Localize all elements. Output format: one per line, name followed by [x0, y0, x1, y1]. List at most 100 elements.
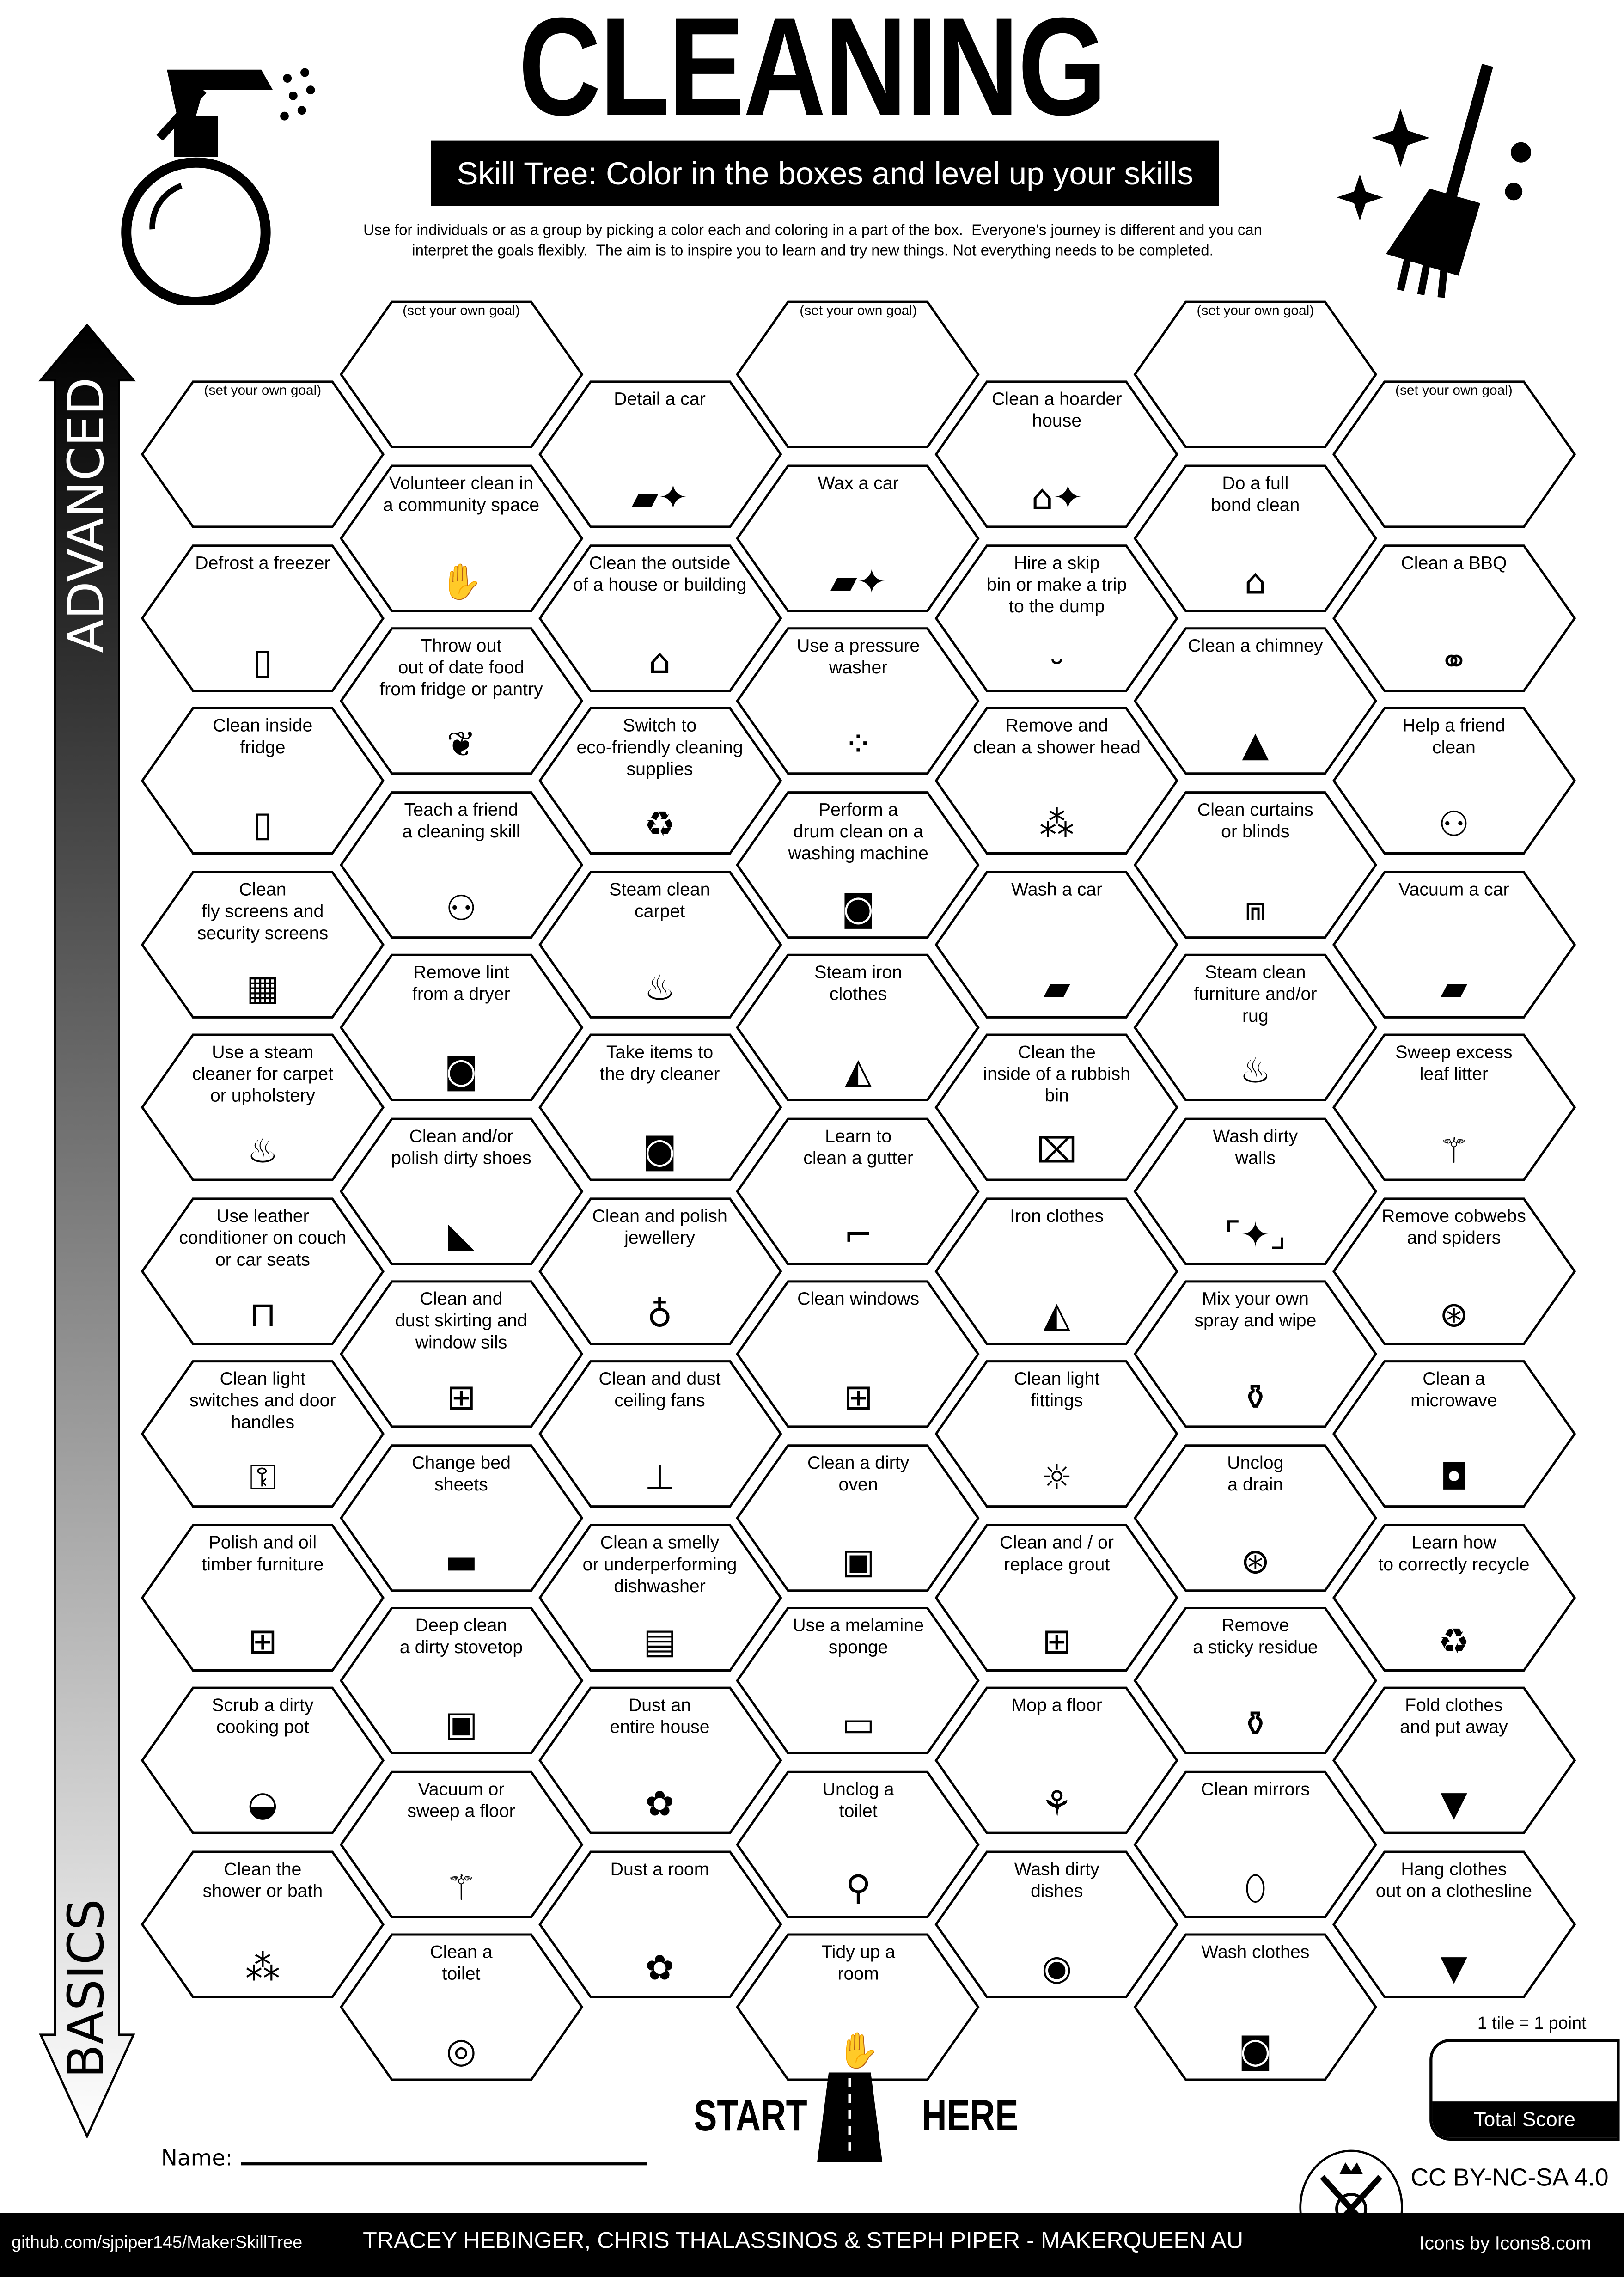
total-score-box[interactable]: Total Score — [1429, 2039, 1620, 2141]
skill-tile[interactable]: Hang clothes out on a clothesline ▼ — [1332, 1850, 1576, 1997]
skill-tile[interactable]: Clean mirrors ⬯ — [1133, 1770, 1378, 1918]
skill-tile[interactable]: Dust an entire house ✿ — [537, 1686, 782, 1834]
skill-tile[interactable]: Polish and oil timber furniture ⊞ — [140, 1523, 385, 1671]
car-sparkle-icon: ▰✦ — [631, 477, 688, 519]
custom-goal-tile[interactable]: (set your own goal) — [1332, 380, 1576, 528]
skill-tile[interactable]: Defrost a freezer ▯ — [140, 543, 385, 691]
custom-goal-tile[interactable]: (set your own goal) — [1133, 300, 1378, 448]
skill-tile[interactable]: Use a pressure washer ⁘ — [736, 627, 980, 775]
skill-tile[interactable]: Use leather conditioner on couch or car … — [140, 1196, 385, 1344]
skill-tile[interactable]: Scrub a dirty cooking pot ◒ — [140, 1686, 385, 1834]
custom-goal-tile[interactable]: (set your own goal) — [339, 300, 583, 448]
hex-outline — [935, 543, 1179, 691]
tile-label: Hang clothes out on a clothesline — [1375, 1858, 1532, 1901]
skill-tile[interactable]: Sweep excess leaf litter ⚚ — [1332, 1033, 1576, 1181]
repo-link[interactable]: github.com/sjpiper145/MakerSkillTree — [12, 2232, 303, 2253]
skill-tile[interactable]: Wash dirty walls ⌜✦⌟ — [1133, 1117, 1378, 1265]
skill-tile[interactable]: Clean and polish jewellery ♁ — [537, 1196, 782, 1344]
teaching-icon: ⚇ — [1438, 804, 1470, 845]
tile-label: Do a full bond clean — [1211, 472, 1300, 515]
skill-tile[interactable]: Clean the outside of a house or building… — [537, 543, 782, 691]
skill-tile[interactable]: Clean curtains or blinds ⩎ — [1133, 790, 1378, 938]
name-field[interactable]: Name: — [161, 2145, 648, 2171]
skill-tile[interactable]: Clean windows ⊞ — [736, 1280, 980, 1428]
custom-goal-tile[interactable]: (set your own goal) — [736, 300, 980, 448]
skill-tile[interactable]: Learn to clean a gutter ⌐ — [736, 1117, 980, 1265]
car-icon: ▰ — [1440, 967, 1467, 1008]
skill-tile[interactable]: Use a melamine sponge ▭ — [736, 1606, 980, 1754]
skill-tile[interactable]: Deep clean a dirty stovetop ▣ — [339, 1606, 583, 1754]
skill-tile[interactable]: Mix your own spray and wipe ⚱ — [1133, 1280, 1378, 1428]
skill-tile[interactable]: Fold clothes and put away ▼ — [1332, 1686, 1576, 1834]
skill-tile[interactable]: Clean the shower or bath ⁂ — [140, 1850, 385, 1997]
skill-tile[interactable]: Clean the inside of a rubbish bin ⌧ — [935, 1033, 1179, 1181]
hex-outline — [1332, 870, 1576, 1018]
skill-tile[interactable]: Switch to eco-friendly cleaning supplies… — [537, 707, 782, 855]
skill-tile[interactable]: Unclog a toilet ⚲ — [736, 1770, 980, 1918]
skill-tile[interactable]: Mop a floor ⚘ — [935, 1686, 1179, 1834]
skill-tile[interactable]: Clean a smelly or underperforming dishwa… — [537, 1523, 782, 1671]
skill-tile[interactable]: Remove cobwebs and spiders ⊛ — [1332, 1196, 1576, 1344]
skill-tile[interactable]: Clean light fittings ☼ — [935, 1360, 1179, 1508]
skill-tile[interactable]: Clean a microwave ◘ — [1332, 1360, 1576, 1508]
skill-tile[interactable]: Clean a toilet ◎ — [339, 1933, 583, 2081]
skill-tile[interactable]: Steam clean carpet ♨ — [537, 870, 782, 1018]
skill-tile[interactable]: Detail a car ▰✦ — [537, 380, 782, 528]
skill-tile[interactable]: Remove a sticky residue ⚱ — [1133, 1606, 1378, 1754]
skill-tile[interactable]: Perform a drum clean on a washing machin… — [736, 790, 980, 938]
skill-tile[interactable]: Dust a room ✿ — [537, 1850, 782, 1997]
tile-label: Clean a hoarder house — [991, 389, 1122, 431]
broom-icon: ⚚ — [446, 1867, 477, 1908]
eco-icon: ♻ — [644, 804, 676, 845]
tile-label: Scrub a dirty cooking pot — [212, 1695, 314, 1737]
skill-tile[interactable]: Take items to the dry cleaner ◙ — [537, 1033, 782, 1181]
license-text: CC BY-NC-SA 4.0 — [1410, 2164, 1609, 2192]
skill-tile[interactable]: Clean and/or polish dirty shoes ◣ — [339, 1117, 583, 1265]
skill-tile[interactable]: Throw out out of date food from fridge o… — [339, 627, 583, 775]
tile-label: Clean and / or replace grout — [1000, 1532, 1114, 1574]
skill-tile[interactable]: Clean light switches and door handles ⚿ — [140, 1360, 385, 1508]
skill-tile[interactable]: Teach a friend a cleaning skill ⚇ — [339, 790, 583, 938]
hex-outline — [339, 1280, 583, 1428]
skill-tile[interactable]: Unclog a drain ⊛ — [1133, 1443, 1378, 1591]
skill-tile[interactable]: Steam clean furniture and/or rug ♨ — [1133, 953, 1378, 1101]
skill-tile[interactable]: Wax a car ▰✦ — [736, 464, 980, 612]
skill-tile[interactable]: Volunteer clean in a community space ✋ — [339, 464, 583, 612]
skill-tile[interactable]: Change bed sheets ▬ — [339, 1443, 583, 1591]
clean-hands-icon: ✋ — [836, 2030, 880, 2071]
hex-outline — [1332, 380, 1576, 528]
skill-tile[interactable]: Clean and dust skirting and window sils ⊞ — [339, 1280, 583, 1428]
skill-tile[interactable]: Clean a dirty oven ▣ — [736, 1443, 980, 1591]
skill-tile[interactable]: Clean inside fridge ▯ — [140, 707, 385, 855]
skill-tile[interactable]: Wash a car ▰ — [935, 870, 1179, 1018]
hex-outline — [1133, 1606, 1378, 1754]
skill-tile[interactable]: Wash clothes ◙ — [1133, 1933, 1378, 2081]
skill-tile[interactable]: Vacuum a car ▰ — [1332, 870, 1576, 1018]
skill-tile[interactable]: Use a steam cleaner for carpet or uphols… — [140, 1033, 385, 1181]
custom-goal-tile[interactable]: (set your own goal) — [140, 380, 385, 528]
skill-tile[interactable]: Tidy up a room ✋ — [736, 1933, 980, 2081]
skill-tile[interactable]: Help a friend clean ⚇ — [1332, 707, 1576, 855]
skill-tile[interactable]: Steam iron clothes ◭ — [736, 953, 980, 1101]
skill-tile[interactable]: Clean fly screens and security screens ▦ — [140, 870, 385, 1018]
tile-label: Unclog a drain — [1227, 1452, 1284, 1494]
broom-icon: ⚚ — [1438, 1130, 1470, 1172]
name-line[interactable] — [241, 2162, 648, 2166]
skill-tile[interactable]: Learn how to correctly recycle ♻ — [1332, 1523, 1576, 1671]
tile-label: Tidy up a room — [821, 1941, 896, 1984]
skill-tile[interactable]: Remove and clean a shower head ⁂ — [935, 707, 1179, 855]
skill-tile[interactable]: Clean and / or replace grout ⊞ — [935, 1523, 1179, 1671]
hex-outline — [140, 1196, 385, 1344]
skill-tile[interactable]: Clean a chimney ▲ — [1133, 627, 1378, 775]
tile-label: Steam clean furniture and/or rug — [1194, 962, 1317, 1026]
skill-tile[interactable]: Remove lint from a dryer ◙ — [339, 953, 583, 1101]
skill-tile[interactable]: Do a full bond clean ⌂ — [1133, 464, 1378, 612]
skill-tile[interactable]: Iron clothes ◭ — [935, 1196, 1179, 1344]
skill-tile[interactable]: Clean and dust ceiling fans ⊥ — [537, 1360, 782, 1508]
skill-tile[interactable]: Clean a BBQ ⚭ — [1332, 543, 1576, 691]
hex-outline — [339, 1606, 583, 1754]
skill-tile[interactable]: Hire a skip bin or make a trip to the du… — [935, 543, 1179, 691]
skill-tile[interactable]: Clean a hoarder house ⌂✦ — [935, 380, 1179, 528]
skill-tile[interactable]: Vacuum or sweep a floor ⚚ — [339, 1770, 583, 1918]
skill-tile[interactable]: Wash dirty dishes ◉ — [935, 1850, 1179, 1997]
